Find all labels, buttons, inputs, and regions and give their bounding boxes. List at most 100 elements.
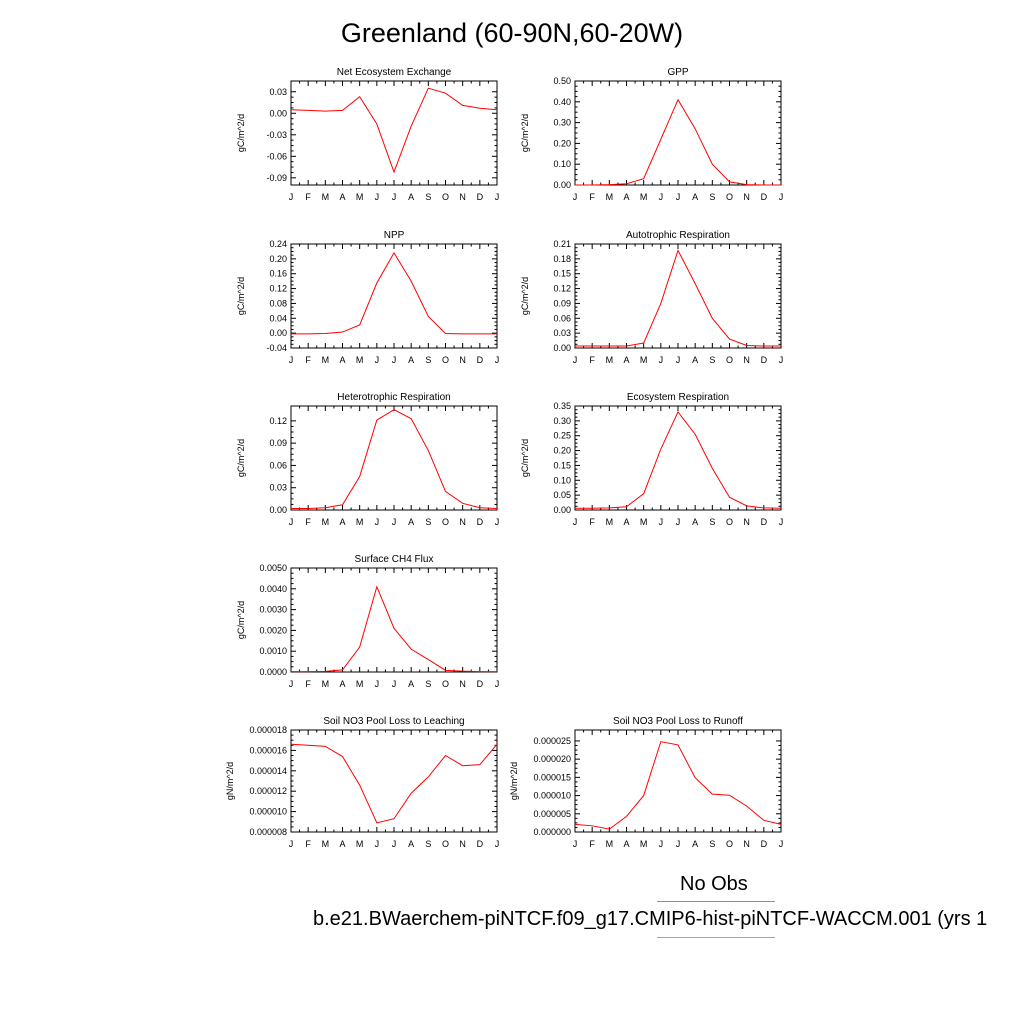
- y-axis-label: gC/m^2/d: [236, 114, 246, 152]
- series-line: [291, 585, 497, 673]
- x-tick-label: J: [289, 192, 294, 202]
- x-tick-label: J: [392, 355, 397, 365]
- series-line: [291, 409, 498, 510]
- y-tick-label: 0.18: [553, 254, 571, 264]
- x-tick-label: N: [459, 355, 466, 365]
- x-tick-label: M: [356, 192, 364, 202]
- x-tick-label: N: [743, 355, 750, 365]
- series-line: [575, 249, 781, 347]
- legend-obs-line: [657, 901, 775, 902]
- x-tick-label: F: [589, 517, 595, 527]
- x-tick-label: M: [356, 355, 364, 365]
- y-tick-label: 0.000010: [249, 807, 287, 817]
- x-tick-label: N: [743, 517, 750, 527]
- x-tick-label: O: [726, 839, 733, 849]
- x-tick-label: J: [392, 679, 397, 689]
- x-tick-label: J: [779, 192, 784, 202]
- x-tick-label: S: [425, 839, 431, 849]
- y-axis-label: gC/m^2/d: [520, 114, 530, 152]
- y-tick-label: 0.06: [269, 460, 287, 470]
- panel-title: Soil NO3 Pool Loss to Runoff: [613, 716, 743, 727]
- x-tick-label: M: [322, 679, 330, 689]
- x-tick-label: S: [425, 517, 431, 527]
- plot-frame: [574, 243, 782, 349]
- y-axis-label: gC/m^2/d: [236, 439, 246, 477]
- x-tick-label: M: [322, 355, 330, 365]
- x-tick-label: J: [659, 517, 664, 527]
- y-tick-label: 0.04: [269, 313, 287, 323]
- x-tick-label: J: [659, 355, 664, 365]
- x-tick-label: A: [408, 517, 414, 527]
- x-tick-label: M: [606, 839, 614, 849]
- y-tick-label: 0.000018: [249, 725, 287, 735]
- x-tick-label: M: [322, 192, 330, 202]
- x-tick-label: A: [339, 192, 345, 202]
- series-line: [291, 251, 497, 335]
- y-axis-label: gN/m^2/d: [509, 762, 519, 800]
- y-axis-label: gC/m^2/d: [520, 277, 530, 315]
- x-tick-label: M: [606, 355, 614, 365]
- y-tick-label: 0.15: [553, 460, 571, 470]
- x-tick-label: M: [322, 839, 330, 849]
- x-tick-label: A: [339, 839, 345, 849]
- x-tick-label: F: [589, 355, 595, 365]
- y-tick-label: -0.04: [266, 343, 287, 353]
- x-tick-label: A: [339, 517, 345, 527]
- plot-frame: [574, 405, 782, 511]
- x-tick-label: J: [392, 517, 397, 527]
- y-tick-label: 0.000016: [249, 745, 287, 755]
- x-tick-label: O: [442, 355, 449, 365]
- y-tick-label: 0.15: [553, 269, 571, 279]
- x-tick-label: J: [676, 839, 681, 849]
- x-tick-label: D: [477, 679, 484, 689]
- x-tick-label: N: [459, 839, 466, 849]
- y-tick-label: 0.12: [269, 416, 287, 426]
- x-tick-label: N: [459, 192, 466, 202]
- x-tick-label: D: [761, 839, 768, 849]
- y-tick-label: 0.03: [269, 87, 287, 97]
- x-tick-label: F: [305, 839, 311, 849]
- x-tick-label: O: [442, 679, 449, 689]
- y-tick-label: 0.03: [553, 328, 571, 338]
- y-tick-label: 0.20: [553, 446, 571, 456]
- x-tick-label: J: [676, 192, 681, 202]
- y-tick-label: 0.000012: [249, 786, 287, 796]
- panel-title: Ecosystem Respiration: [627, 392, 729, 403]
- x-tick-label: J: [495, 355, 500, 365]
- x-tick-label: D: [477, 355, 484, 365]
- y-tick-label: 0.03: [269, 483, 287, 493]
- x-tick-label: J: [573, 355, 578, 365]
- y-tick-label: 0.25: [553, 431, 571, 441]
- x-tick-label: J: [495, 839, 500, 849]
- x-tick-label: J: [375, 192, 380, 202]
- y-axis-label: gN/m^2/d: [225, 762, 235, 800]
- x-tick-label: S: [425, 355, 431, 365]
- y-tick-label: 0.21: [553, 239, 571, 249]
- y-tick-label: 0.000010: [533, 791, 571, 801]
- x-tick-label: A: [408, 679, 414, 689]
- x-tick-label: J: [659, 192, 664, 202]
- y-tick-label: 0.00: [269, 505, 287, 515]
- series-line: [290, 743, 498, 824]
- y-tick-label: 0.00: [553, 180, 571, 190]
- x-tick-label: N: [459, 679, 466, 689]
- x-tick-label: M: [640, 517, 648, 527]
- x-tick-label: A: [692, 517, 698, 527]
- x-tick-label: M: [356, 839, 364, 849]
- x-tick-label: F: [589, 192, 595, 202]
- x-tick-label: A: [623, 517, 629, 527]
- x-tick-label: S: [709, 192, 715, 202]
- y-tick-label: 0.000015: [533, 772, 571, 782]
- y-tick-label: 0.20: [553, 138, 571, 148]
- x-tick-label: J: [289, 679, 294, 689]
- panel-title: Net Ecosystem Exchange: [337, 67, 452, 78]
- series-line: [290, 87, 498, 174]
- x-tick-label: S: [709, 839, 715, 849]
- x-tick-label: M: [606, 192, 614, 202]
- x-tick-label: N: [743, 839, 750, 849]
